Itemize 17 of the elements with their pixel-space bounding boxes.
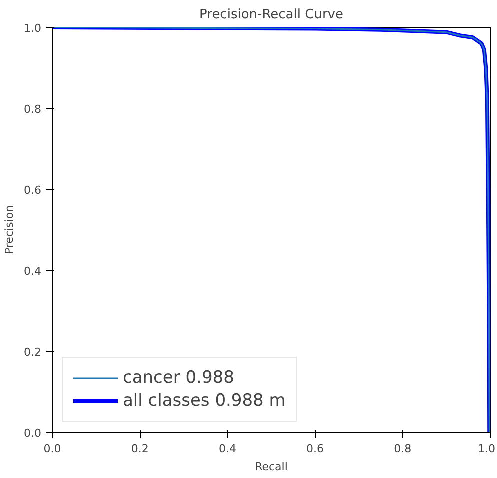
x-tick-label: 1.0 xyxy=(478,442,496,456)
x-axis-title: Recall xyxy=(255,460,288,474)
x-tick-label: 0.8 xyxy=(394,442,412,456)
legend-label: cancer 0.988 xyxy=(123,368,234,388)
x-tick-label: 0.2 xyxy=(131,442,149,456)
y-tick-label: 0.6 xyxy=(24,184,42,197)
x-tick-label: 0.6 xyxy=(306,442,324,456)
x-tick-label: 0.0 xyxy=(44,442,62,456)
legend-label: all classes 0.988 m xyxy=(123,391,286,411)
y-tick-label: 1.0 xyxy=(24,22,42,35)
y-tick-label: 0.8 xyxy=(24,103,42,116)
chart-title: Precision-Recall Curve xyxy=(200,8,344,22)
y-axis-title: Precision xyxy=(3,205,16,255)
y-tick-label: 0.0 xyxy=(24,427,42,440)
x-tick-label: 0.4 xyxy=(218,442,236,456)
y-tick-label: 0.4 xyxy=(24,265,42,278)
y-tick-label: 0.2 xyxy=(24,346,42,359)
